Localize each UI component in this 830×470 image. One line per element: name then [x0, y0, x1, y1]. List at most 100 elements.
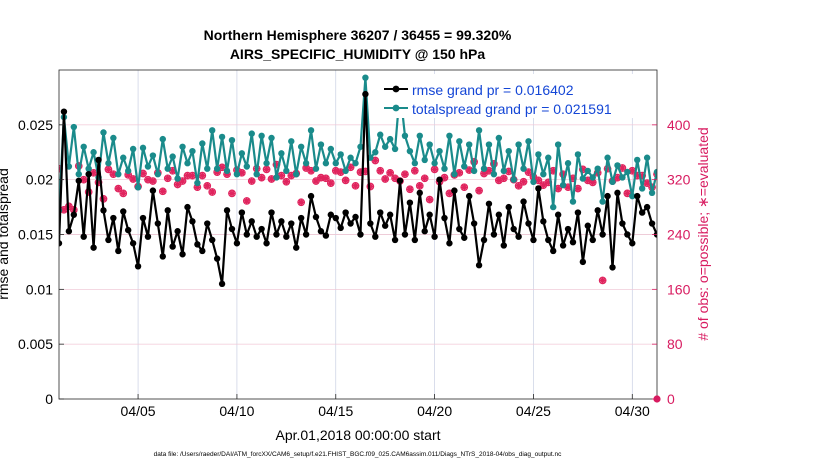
rmse-point [738, 237, 744, 243]
totalspread-point [738, 196, 744, 202]
totalspread-point [733, 179, 739, 185]
asterisk-stroke [298, 199, 305, 206]
obs-evaluated-marker [174, 180, 182, 189]
asterisk-stroke [120, 190, 127, 197]
totalspread-point [189, 147, 196, 155]
obs-evaluated-marker [238, 169, 246, 177]
totalspread-point [679, 187, 685, 193]
obs-evaluated-marker [351, 182, 360, 190]
rmse-point [129, 240, 137, 247]
obs-evaluated-marker [728, 184, 735, 191]
y-left-tick-label: 0.015 [18, 227, 53, 243]
asterisk-stroke [401, 171, 409, 178]
asterisk-stroke [758, 179, 763, 184]
asterisk-stroke [263, 166, 270, 173]
asterisk-stroke [204, 182, 211, 189]
rmse-point [569, 238, 577, 246]
totalspread-point [110, 134, 117, 142]
obs-evaluated-marker [346, 163, 355, 171]
obs-evaluated-marker [406, 185, 414, 193]
obs-evaluated-marker [164, 174, 172, 182]
rmse-point [733, 207, 739, 213]
rmse-point [406, 199, 414, 206]
obs-evaluated-marker [737, 182, 744, 189]
totalspread-point [669, 196, 675, 202]
obs-evaluated-marker [60, 206, 68, 214]
rmse-point [604, 192, 611, 200]
asterisk-stroke [485, 167, 493, 174]
totalspread-point [268, 134, 275, 142]
totalspread-point [589, 174, 596, 181]
asterisk-stroke [743, 174, 748, 179]
rmse-point [723, 223, 729, 229]
rmse-point [164, 207, 171, 214]
totalspread-point [411, 160, 419, 167]
asterisk-stroke [337, 169, 344, 176]
totalspread-point [293, 170, 300, 178]
rmse-point [199, 247, 206, 255]
totalspread-point [288, 138, 295, 145]
rmse-point [174, 228, 181, 235]
asterisk-stroke [743, 174, 748, 179]
rmse-point [619, 220, 626, 227]
rmse-point [564, 225, 572, 233]
rmse-point [530, 236, 537, 244]
asterisk-stroke [110, 171, 117, 178]
totalspread-point [391, 145, 399, 153]
x-axis-label: Apr.01,2018 00:00:00 start [275, 427, 440, 443]
asterisk-stroke [629, 167, 636, 174]
obs-possible-marker [659, 170, 666, 177]
asterisk-stroke [466, 166, 473, 174]
rmse-point [421, 228, 428, 235]
rmse-point [510, 225, 517, 233]
totalspread-point [614, 162, 621, 169]
asterisk-stroke [105, 166, 112, 173]
obs-evaluated-marker [723, 169, 730, 176]
asterisk-stroke [505, 168, 512, 175]
asterisk-stroke [719, 185, 724, 190]
asterisk-stroke [174, 181, 181, 188]
rmse-point [629, 240, 636, 247]
rmse-point [559, 242, 567, 249]
rmse-point [599, 231, 606, 238]
rmse-point [204, 220, 211, 227]
rmse-point [470, 220, 478, 227]
asterisk-stroke [179, 177, 186, 185]
totalspread-point [213, 165, 221, 172]
rmse-point [337, 224, 344, 232]
asterisk-stroke [729, 185, 734, 190]
asterisk-stroke [411, 167, 418, 174]
totalspread-point [209, 127, 216, 134]
asterisk-stroke [421, 175, 428, 182]
totalspread-point [377, 131, 384, 138]
totalspread-point [164, 165, 171, 172]
rmse-point [367, 220, 374, 227]
asterisk-stroke [446, 190, 453, 197]
obs-possible-marker [743, 174, 750, 181]
asterisk-stroke [823, 160, 828, 165]
rmse-point [258, 225, 265, 233]
asterisk-stroke [803, 168, 808, 173]
asterisk-stroke [768, 173, 773, 178]
asterisk-stroke [624, 190, 631, 197]
totalspread-point [446, 132, 453, 139]
y-right-tick-label: 320 [667, 172, 691, 188]
totalspread-point [80, 143, 87, 150]
rmse-point [105, 236, 112, 244]
asterisk-stroke [773, 178, 778, 183]
rmse-point [743, 212, 749, 218]
rmse-point [268, 209, 275, 216]
totalspread-point [416, 132, 423, 139]
totalspread-point [609, 178, 616, 186]
obs-possible-marker [782, 172, 789, 179]
obs-evaluated-marker [371, 156, 379, 165]
asterisk-stroke [352, 182, 359, 189]
rmse-point [381, 222, 389, 229]
rmse-point [461, 234, 468, 241]
asterisk-stroke [734, 179, 739, 184]
rmse-point [209, 236, 216, 244]
asterisk-stroke [748, 180, 753, 185]
rmse-point [456, 225, 463, 233]
totalspread-point [456, 138, 463, 145]
rmse-point [278, 218, 285, 225]
